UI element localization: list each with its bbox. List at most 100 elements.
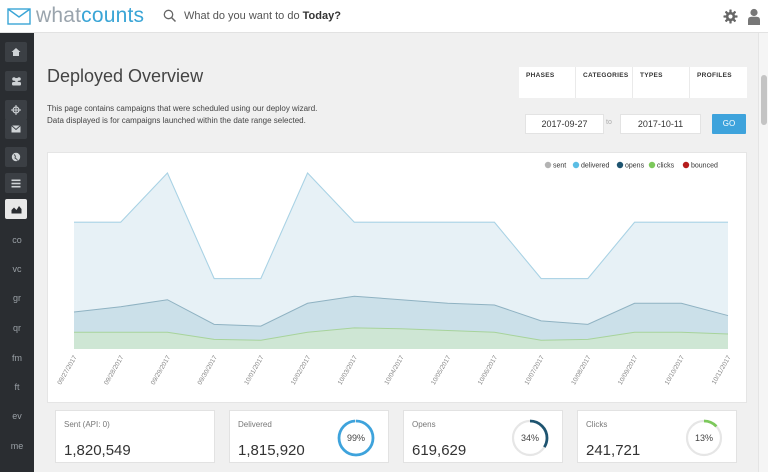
user-icon[interactable] <box>747 8 761 25</box>
x-tick-label: 10/05/2017 <box>430 354 453 386</box>
filter-tabs: PHASES CATEGORIES TYPES PROFILES <box>519 67 747 98</box>
legend-swatch <box>616 161 624 169</box>
sidebar-item-qr[interactable]: qr <box>12 323 21 333</box>
sidebar-item-ev[interactable]: ev <box>12 411 22 421</box>
search-input[interactable]: What do you want to do Today? <box>184 10 341 22</box>
top-bar: whatcounts What do you want to do Today? <box>0 0 768 33</box>
x-tick-label: 09/30/2017 <box>197 354 220 386</box>
stat-value: 241,721 <box>586 442 641 459</box>
series-line-clicks <box>74 327 729 341</box>
sidebar-item-fm[interactable]: fm <box>12 353 22 363</box>
stat-label: Opens <box>412 420 436 429</box>
whatcounts-logo[interactable]: whatcounts <box>7 4 144 28</box>
legend-label: opens <box>625 163 645 170</box>
x-tick-label: 10/04/2017 <box>383 354 406 386</box>
description-line-1: This page contains campaigns that were s… <box>47 104 318 113</box>
x-tick-label: 10/11/2017 <box>711 354 733 386</box>
start-date-input[interactable]: 2017-09-27 <box>525 114 604 134</box>
stat-card-delivered: Delivered 1,815,920 99% <box>229 410 389 463</box>
legend-swatch <box>648 161 656 169</box>
legend-item-clicks[interactable]: clicks <box>648 161 675 170</box>
x-tick-label: 10/08/2017 <box>570 354 593 386</box>
stat-card-opens: Opens 619,629 34% <box>403 410 563 463</box>
tab-phases[interactable]: PHASES <box>519 67 576 98</box>
tab-categories[interactable]: CATEGORIES <box>576 67 633 98</box>
sidebar-item-co[interactable]: co <box>12 235 22 245</box>
series-area-opens <box>74 296 728 349</box>
x-tick-label: 09/27/2017 <box>56 354 79 386</box>
sidebar-item-users[interactable] <box>5 71 27 91</box>
x-tick-label: 10/09/2017 <box>617 354 640 386</box>
x-tick-label: 10/01/2017 <box>243 354 266 386</box>
sidebar-item-list[interactable] <box>5 173 27 193</box>
sidebar-item-target[interactable] <box>5 100 27 120</box>
legend-label: delivered <box>581 163 610 170</box>
logo-counts: counts <box>81 4 145 27</box>
home-icon <box>11 48 21 56</box>
date-to-label: to <box>606 119 612 126</box>
search-icon[interactable] <box>163 9 177 23</box>
ring-progress <box>685 419 723 457</box>
legend-swatch <box>682 161 690 169</box>
x-tick-label: 10/10/2017 <box>664 354 687 386</box>
tab-profiles[interactable]: PROFILES <box>690 67 747 98</box>
envelope-icon <box>11 125 21 133</box>
list-icon <box>11 179 21 187</box>
target-icon <box>11 105 21 115</box>
end-date-input[interactable]: 2017-10-11 <box>620 114 701 134</box>
stat-value: 619,629 <box>412 442 467 459</box>
sidebar-item-gr[interactable]: gr <box>12 293 21 303</box>
sidebar-item-globe[interactable] <box>5 147 27 167</box>
page-scrollbar[interactable] <box>758 33 768 472</box>
x-tick-label: 09/29/2017 <box>150 354 173 386</box>
ring-progress <box>511 419 549 457</box>
legend-label: bounced <box>691 163 718 170</box>
users-icon <box>11 77 21 86</box>
go-button[interactable]: GO <box>712 114 746 134</box>
legend-swatch <box>544 161 552 169</box>
area-chart: 09/27/2017 09/28/2017 09/29/2017 09/30/2017… <box>56 161 733 386</box>
sidebar: co vc gr qr fm ft ev me <box>0 33 34 472</box>
legend-item-opens[interactable]: opens <box>616 161 645 170</box>
stat-card-sent: Sent (API: 0) 1,820,549 <box>55 410 215 463</box>
stat-label: Delivered <box>238 420 272 429</box>
logo-text: whatcounts <box>36 4 144 28</box>
clicks-ring: 13% <box>685 419 723 457</box>
envelope-logo-icon <box>7 7 31 25</box>
legend-item-sent[interactable]: sent <box>544 161 566 170</box>
ring-percent-label: 13% <box>695 433 713 443</box>
tab-types[interactable]: TYPES <box>633 67 690 98</box>
stat-value: 1,815,920 <box>238 442 305 459</box>
globe-icon <box>11 152 21 162</box>
search-prefix: What do you want to do <box>184 10 303 22</box>
legend-item-delivered[interactable]: delivered <box>572 161 610 170</box>
ring-percent-label: 99% <box>347 433 365 443</box>
sidebar-item-ft[interactable]: ft <box>14 382 20 392</box>
legend-item-bounced[interactable]: bounced <box>682 161 718 170</box>
ring-percent-label: 34% <box>521 433 539 443</box>
scrollbar-thumb[interactable] <box>761 75 767 125</box>
x-tick-label: 10/03/2017 <box>337 354 360 386</box>
sidebar-item-mail[interactable] <box>5 119 27 139</box>
sidebar-item-reports[interactable] <box>5 199 27 219</box>
description-line-2: Data displayed is for campaigns launched… <box>47 116 306 125</box>
delivered-ring: 99% <box>337 419 375 457</box>
area-chart-icon <box>11 205 21 213</box>
series-area-delivered <box>74 173 728 349</box>
deployed-chart: 09/27/2017 09/28/2017 09/29/2017 09/30/2017… <box>47 152 747 403</box>
gear-icon[interactable] <box>723 9 738 24</box>
stat-label: Sent (API: 0) <box>64 420 110 429</box>
page-title: Deployed Overview <box>47 66 204 86</box>
series-line-delivered <box>74 172 728 280</box>
legend-label: clicks <box>657 163 675 170</box>
stat-value: 1,820,549 <box>64 442 131 459</box>
x-tick-label: 10/02/2017 <box>290 354 313 386</box>
sidebar-item-home[interactable] <box>5 42 27 62</box>
page-description: This page contains campaigns that were s… <box>47 103 317 127</box>
search-emphasis: Today? <box>302 10 341 22</box>
logo-what: what <box>36 4 82 27</box>
sidebar-item-vc[interactable]: vc <box>12 264 22 274</box>
x-tick-label: 09/28/2017 <box>103 354 126 386</box>
legend-swatch <box>572 161 580 169</box>
sidebar-item-me[interactable]: me <box>10 441 24 451</box>
